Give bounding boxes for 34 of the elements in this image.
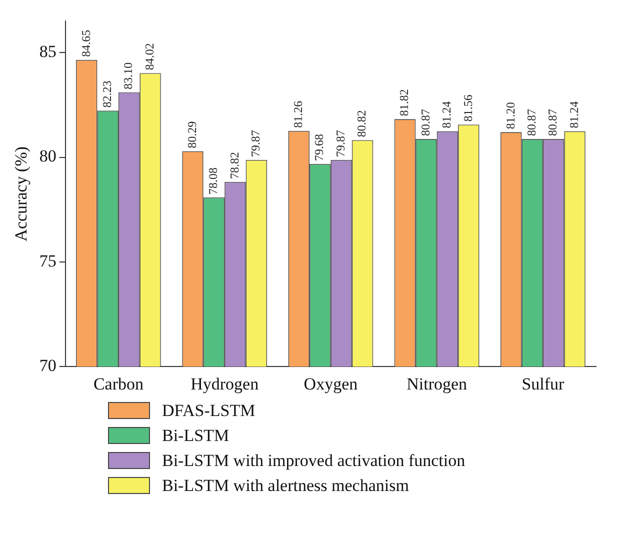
y-tick-label: 80 <box>39 146 56 166</box>
text: 81.82 <box>397 89 412 116</box>
y-tick-label: 85 <box>39 42 56 62</box>
y-tick-label: 70 <box>39 356 56 376</box>
text: 81.26 <box>291 100 306 128</box>
x-tick-label: Carbon <box>93 374 144 394</box>
text: 83.10 <box>121 62 136 90</box>
text: 80.82 <box>354 110 369 138</box>
y-tick-label: 75 <box>39 251 56 270</box>
text: 84.02 <box>142 43 156 70</box>
x-tick-label: Hydrogen <box>190 374 260 394</box>
text: 80.29 <box>184 121 199 148</box>
legend-label: Bi-LSTM with improved activation function <box>162 450 466 470</box>
x-tick-label: Oxygen <box>304 374 358 394</box>
text: 82.23 <box>100 80 114 108</box>
text: 80.87 <box>546 109 560 136</box>
text: 81.20 <box>503 102 518 130</box>
text: 81.24 <box>440 101 454 128</box>
legend-label: Bi-LSTM <box>162 426 230 446</box>
text: 80.87 <box>418 109 432 136</box>
text: 78.82 <box>227 152 242 179</box>
text: 78.08 <box>206 167 220 194</box>
legend-label: DFAS-LSTM <box>162 400 256 420</box>
x-tick-label: Sulfur <box>522 374 565 394</box>
y-axis-title: Accuracy (%) <box>12 146 31 242</box>
legend-label: Bi-LSTM with alertness mechanism <box>162 476 409 496</box>
text: 79.87 <box>333 130 348 157</box>
text: 81.24 <box>566 101 581 128</box>
text: 80.87 <box>524 109 538 136</box>
text: 81.56 <box>460 94 475 122</box>
text: 84.65 <box>78 30 93 57</box>
text: 79.87 <box>248 130 263 157</box>
text: 79.68 <box>312 134 326 161</box>
x-tick-label: Nitrogen <box>406 374 468 394</box>
